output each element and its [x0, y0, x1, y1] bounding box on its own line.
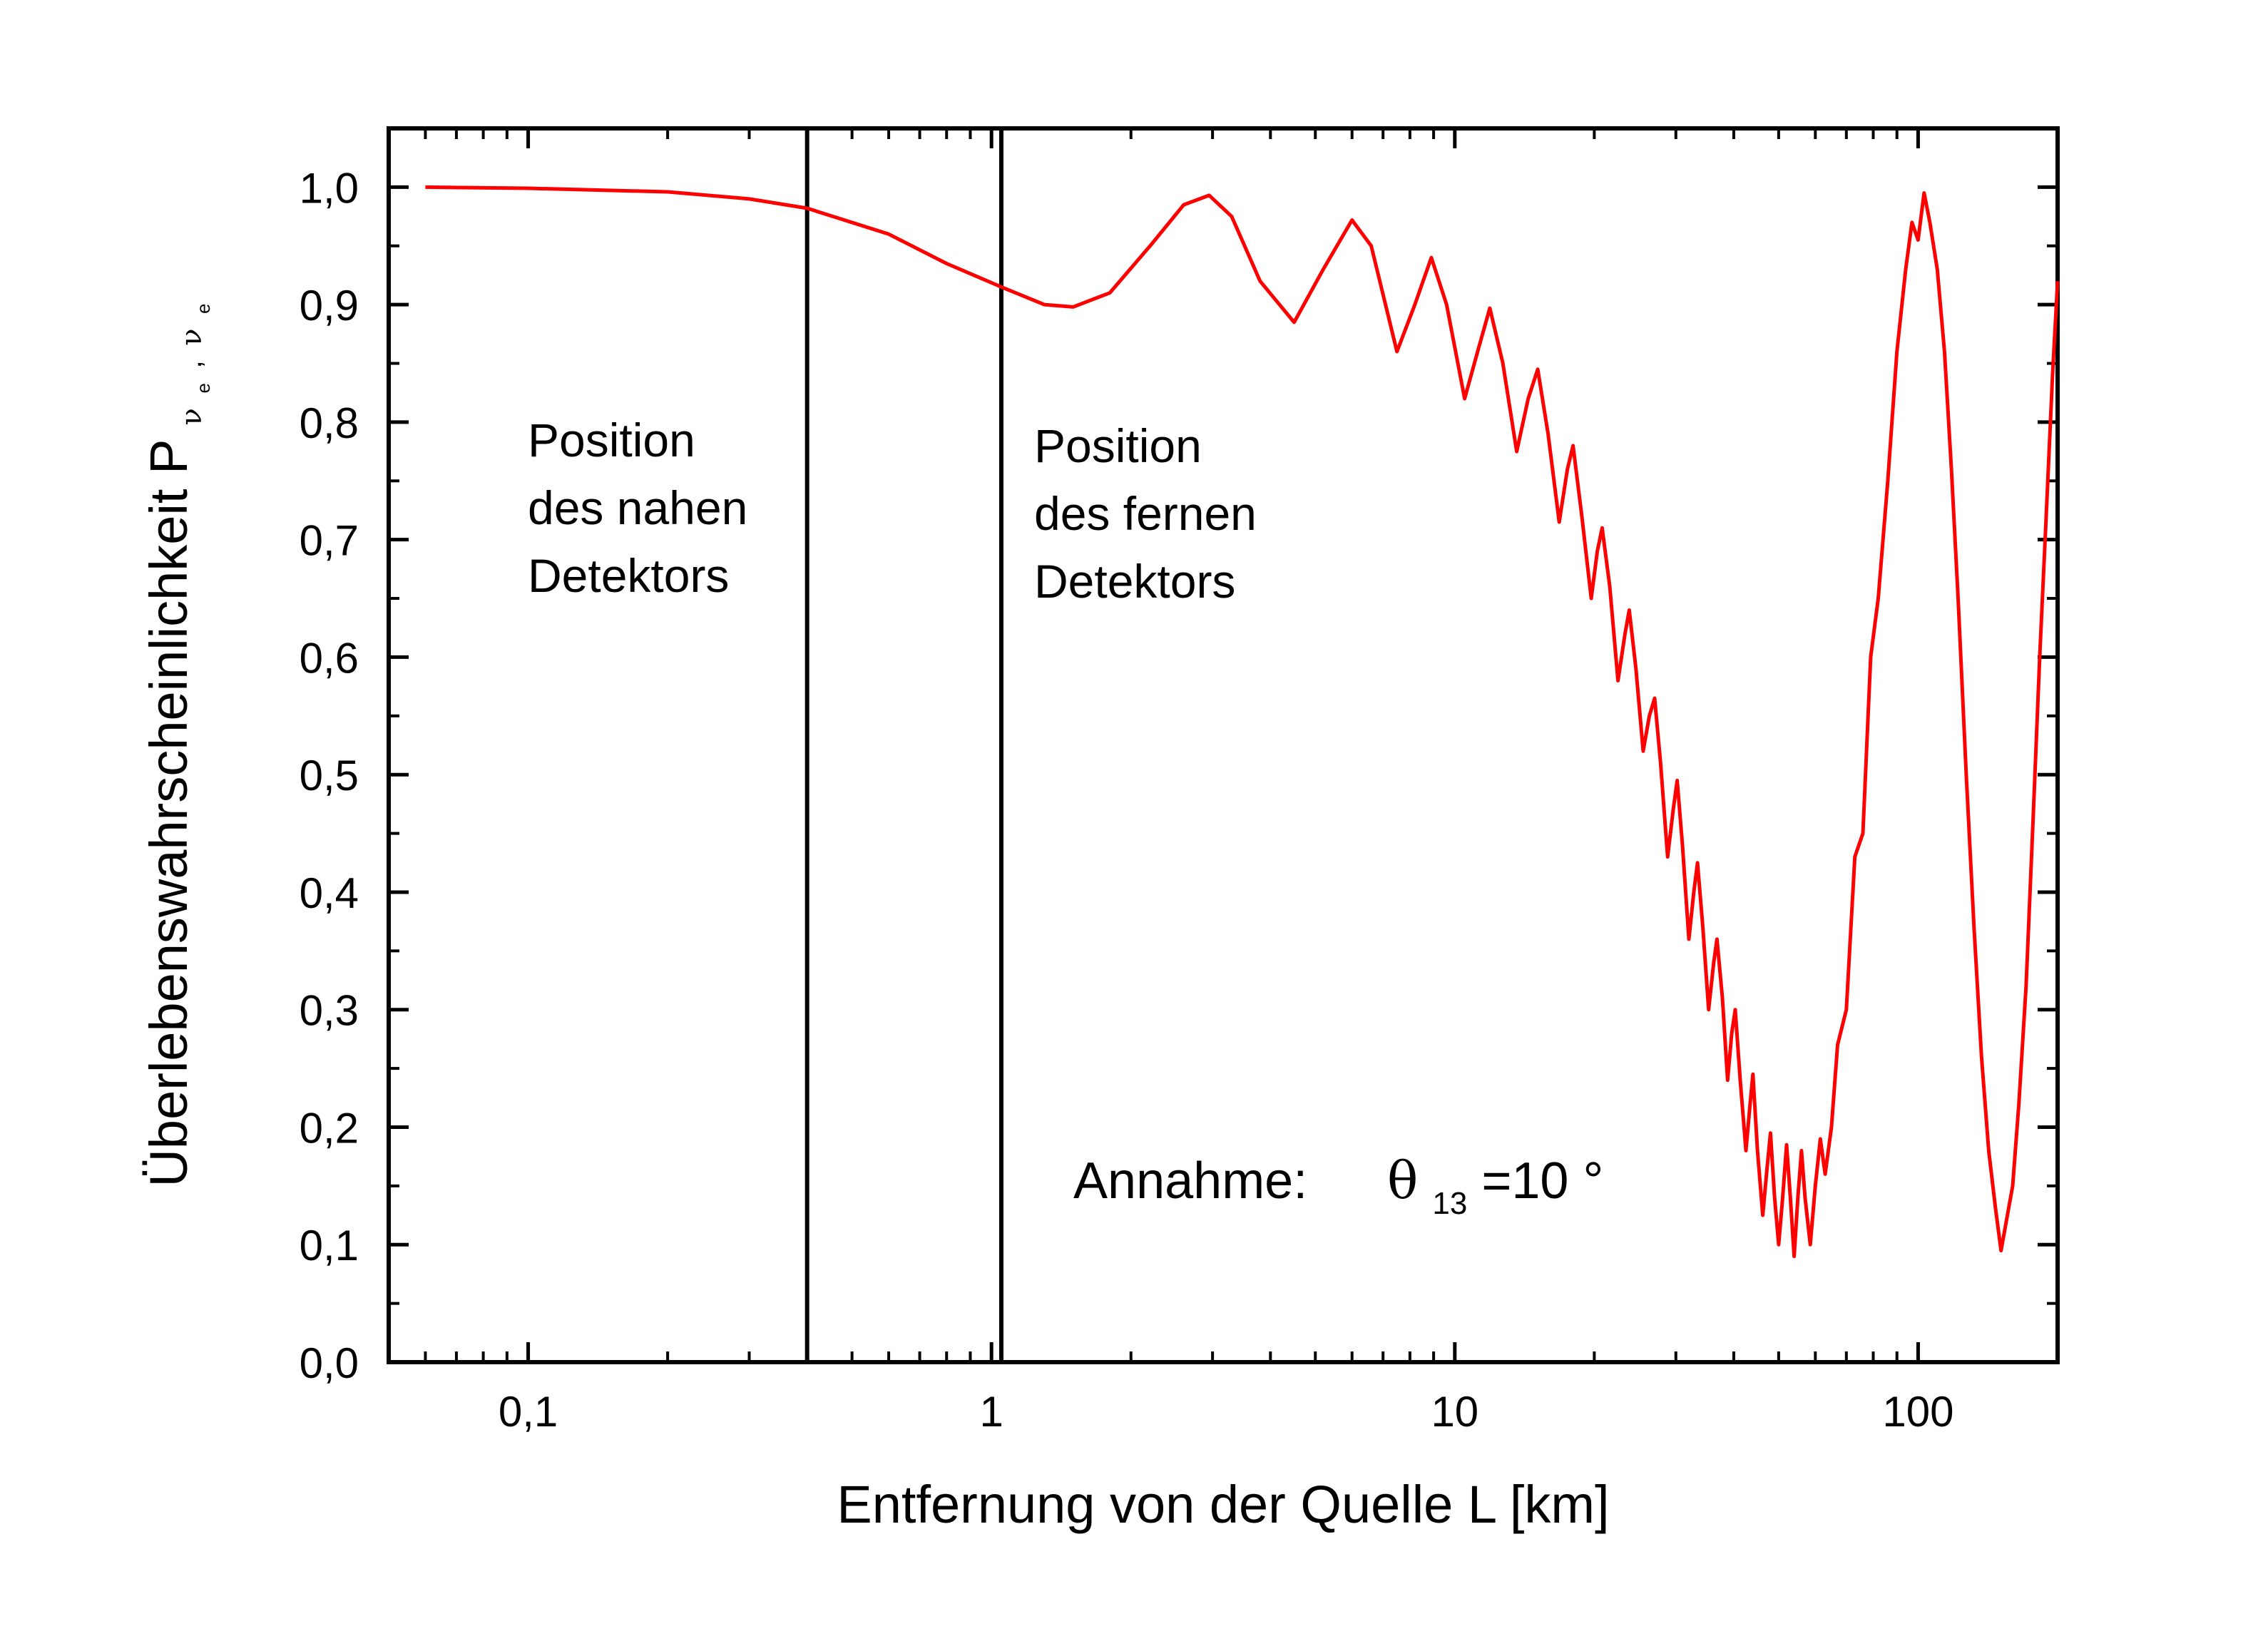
x-tick-labels: 0,1 1 10 100	[499, 1388, 1954, 1436]
y-tick-label: 0,5	[300, 752, 359, 799]
annotation-far-line-2: des fernen	[1034, 487, 1257, 540]
y-tick-label: 0,3	[300, 987, 359, 1035]
y-tick-label: 0,1	[300, 1222, 359, 1269]
y-axis-label: Überlebenswahrscheinlichkeit P ν e , ν e	[139, 303, 221, 1187]
plot-frame	[387, 126, 2060, 1364]
y-tick-label: 0,4	[300, 869, 359, 917]
theta-subscript: 13	[1432, 1186, 1467, 1221]
annotation-assumption: Annahme: θ 13 =10 °	[1073, 1150, 1603, 1225]
y-tick-label: 0,8	[300, 399, 359, 447]
x-tick-label: 100	[1882, 1388, 1953, 1436]
detector-lines	[804, 128, 1003, 1362]
tick-marks	[387, 128, 2059, 1364]
y-axis-sub-nu-2: ν	[175, 329, 208, 346]
y-tick-label: 0,6	[300, 634, 359, 682]
x-tick-label: 1	[979, 1388, 1003, 1436]
y-axis-sub-e-2: e	[193, 303, 214, 313]
annotation-far-line-3: Detektors	[1034, 555, 1235, 608]
y-tick-labels: 0,0 0,1 0,2 0,3 0,4 0,5 0,6 0,7 0,8 0,9 1,0	[300, 164, 359, 1387]
series-line	[425, 185, 2060, 1259]
y-axis-sub-nu-1: ν	[175, 408, 208, 425]
theta-symbol: θ	[1387, 1150, 1418, 1210]
y-tick-label: 0,2	[300, 1104, 359, 1152]
y-tick-label: 0,7	[300, 517, 359, 565]
x-tick-label: 0,1	[499, 1388, 558, 1436]
assumption-suffix: =10 °	[1481, 1152, 1603, 1210]
x-tick-label: 10	[1431, 1388, 1478, 1436]
y-axis-sub-comma: ,	[176, 360, 208, 368]
annotation-near-line-1: Position	[528, 414, 695, 466]
assumption-prefix: Annahme:	[1073, 1152, 1307, 1210]
annotation-near-detector: Position des nahen Detektors	[528, 414, 761, 602]
y-tick-label: 1,0	[300, 164, 359, 212]
annotation-far-detector: Position des fernen Detektors	[1034, 419, 1270, 608]
annotation-near-line-3: Detektors	[528, 549, 729, 602]
y-axis-sub-e-1: e	[193, 383, 214, 393]
x-axis-label: Entfernung von der Quelle L [km]	[837, 1475, 1609, 1534]
y-tick-label: 0,9	[300, 282, 359, 329]
y-axis-label-main: Überlebenswahrscheinlichkeit P	[139, 440, 198, 1187]
annotation-near-line-2: des nahen	[528, 481, 747, 534]
annotation-far-line-1: Position	[1034, 419, 1202, 472]
y-tick-label: 0,0	[300, 1339, 359, 1387]
